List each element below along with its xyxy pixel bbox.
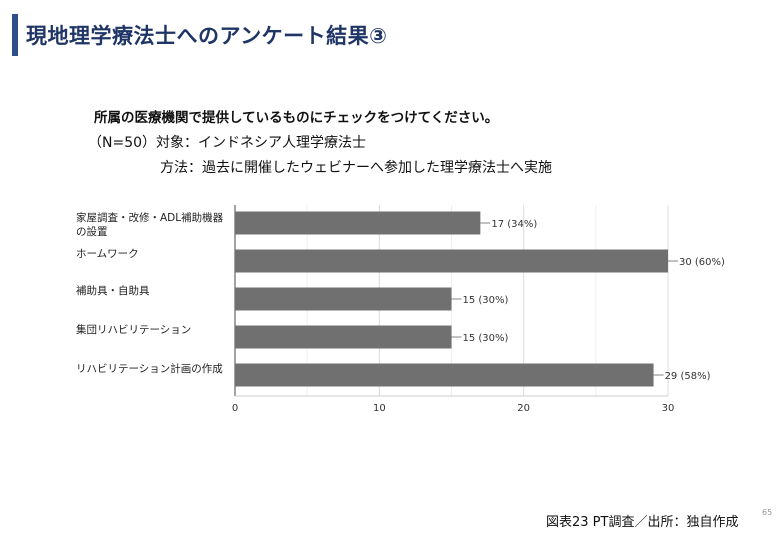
data-label: 17 (34%) [491,219,537,230]
category-label: 家屋調査・改修・ADL補助機器の設置 [76,212,224,238]
survey-method: 方法：過去に開催したウェビナーへ参加した理学療法士へ実施 [160,160,552,176]
page-number: 65 [762,508,773,517]
x-tick-label: 20 [517,403,530,414]
category-label: リハビリテーション計画の作成 [76,363,223,375]
data-label: 29 (58%) [665,371,711,382]
figure-caption: 図表23 PT調査／出所：独自作成 [546,515,739,530]
survey-question: 所属の医療機関で提供しているものにチェックをつけてください。 [94,110,499,126]
category-label: 補助具・自助具 [76,285,150,297]
data-label: 15 (30%) [463,333,509,344]
slide-title: 現地理学療法士へのアンケート結果③ [26,24,388,48]
x-tick-label: 30 [662,403,675,414]
category-label: 集団リハビリテーション [76,324,192,336]
bar [235,325,452,349]
bar [235,249,668,273]
bar [235,211,481,235]
data-label: 30 (60%) [679,257,725,268]
bar [235,287,452,311]
title-accent-bar [12,14,18,56]
survey-subject: （N=50）対象：インドネシア人理学療法士 [88,135,367,151]
x-tick-label: 10 [373,403,386,414]
x-tick-label: 0 [232,403,238,414]
data-label: 15 (30%) [463,295,509,306]
bar [235,363,654,387]
category-label: ホームワーク [76,248,139,260]
